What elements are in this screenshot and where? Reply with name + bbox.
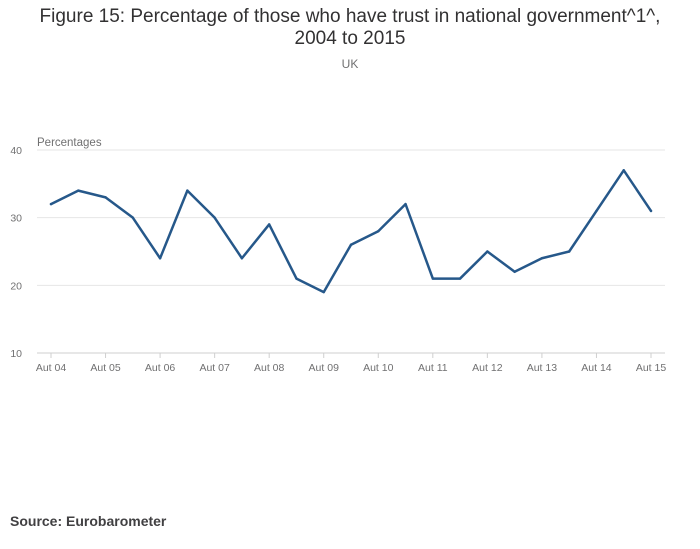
data-point bbox=[431, 277, 435, 280]
x-tick-label: Aut 04 bbox=[36, 362, 67, 374]
y-axis-ticks: 10 20 30 40 bbox=[10, 145, 22, 360]
y-tick-label: 20 bbox=[10, 280, 22, 292]
data-point bbox=[349, 243, 353, 246]
data-point bbox=[540, 257, 544, 260]
data-point bbox=[267, 223, 271, 226]
x-tick-label: Aut 07 bbox=[199, 362, 230, 374]
x-tick-label: Aut 15 bbox=[636, 362, 667, 374]
chart-title-line-2: 2004 to 2015 bbox=[294, 28, 406, 49]
data-point bbox=[513, 270, 516, 273]
data-point bbox=[158, 257, 162, 260]
data-point bbox=[322, 290, 325, 294]
chart-title-line-1: Figure 15: Percentage of those who have … bbox=[39, 6, 661, 27]
data-point bbox=[622, 169, 625, 172]
x-tick-label: Aut 09 bbox=[309, 362, 340, 374]
data-point bbox=[240, 257, 244, 260]
data-point bbox=[377, 230, 380, 233]
data-point bbox=[131, 216, 135, 219]
y-axis-label: Percentages bbox=[37, 137, 102, 149]
x-tick-label: Aut 06 bbox=[145, 362, 176, 374]
data-point bbox=[595, 209, 598, 213]
data-point bbox=[649, 209, 653, 213]
x-tick-label: Aut 10 bbox=[363, 362, 394, 374]
data-point bbox=[186, 189, 189, 192]
grid-lines bbox=[37, 149, 665, 354]
x-tick-label: Aut 14 bbox=[581, 362, 612, 374]
y-tick-label: 30 bbox=[10, 213, 22, 225]
data-point bbox=[295, 277, 298, 280]
series-line-0 bbox=[49, 169, 653, 294]
data-point bbox=[104, 196, 107, 199]
y-tick-label: 40 bbox=[10, 145, 22, 157]
source-note: Source: Eurobarometer bbox=[10, 513, 167, 529]
x-tick-label: Aut 13 bbox=[527, 362, 558, 374]
data-point bbox=[458, 277, 462, 280]
data-point bbox=[49, 202, 53, 206]
x-tick-label: Aut 12 bbox=[472, 362, 503, 374]
chart-subtitle: UK bbox=[341, 57, 359, 71]
data-point bbox=[77, 189, 80, 192]
x-tick-label: Aut 05 bbox=[90, 362, 121, 374]
x-axis-ticks: Aut 04 Aut 05 Aut 06 Aut 07 Aut 08 Aut 09 Aut … bbox=[36, 353, 667, 374]
x-tick-label: Aut 11 bbox=[418, 362, 448, 374]
y-tick-label: 10 bbox=[10, 348, 22, 360]
data-point bbox=[567, 250, 571, 253]
data-point bbox=[404, 202, 407, 206]
data-point bbox=[213, 216, 216, 219]
chart-title: Figure 15: Percentage of those who have … bbox=[0, 6, 700, 50]
data-point bbox=[486, 250, 489, 253]
series-group bbox=[49, 169, 653, 294]
x-tick-label: Aut 08 bbox=[254, 362, 285, 374]
